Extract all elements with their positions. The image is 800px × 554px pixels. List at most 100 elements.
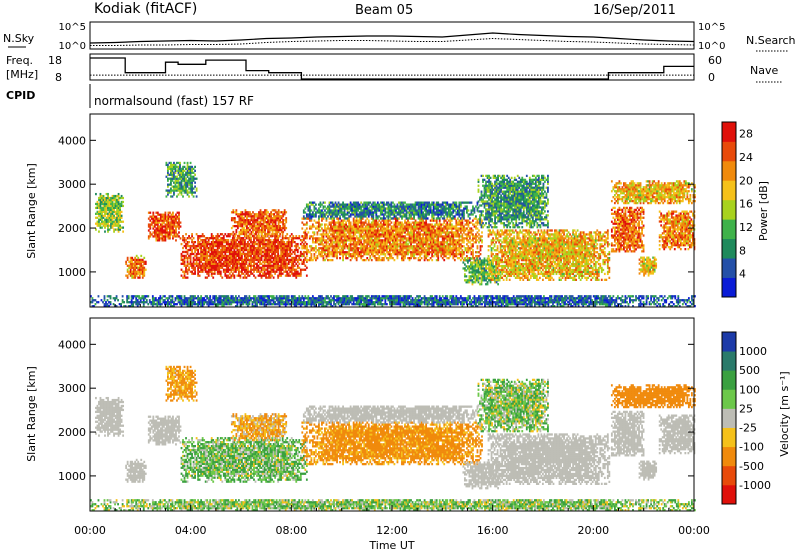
power-cell [111, 226, 114, 229]
power-cell [162, 231, 165, 234]
power-cell [361, 231, 364, 234]
power-cell [435, 221, 438, 224]
power-cell [271, 268, 274, 271]
power-cell [156, 237, 159, 240]
power-cell [173, 221, 176, 224]
power-cell [206, 237, 209, 240]
power-cell [185, 264, 187, 267]
power-cell [280, 260, 283, 263]
power-cell [277, 264, 280, 267]
power-cell [191, 191, 193, 194]
power-cell [176, 179, 178, 182]
power-cell [250, 264, 252, 267]
power-cell [135, 274, 138, 277]
power-cell [271, 233, 274, 236]
power-cell [186, 185, 189, 188]
power-cell [222, 268, 225, 271]
power-cell [167, 215, 170, 218]
power-cell [269, 274, 272, 277]
power-cell [299, 270, 302, 273]
power-cell [241, 224, 244, 228]
power-cell [268, 262, 270, 265]
power-cell [192, 272, 195, 275]
power-cell [113, 194, 115, 198]
power-cell [200, 266, 203, 269]
power-cell [247, 250, 249, 254]
power-cell [236, 226, 239, 230]
power-cell [465, 243, 468, 246]
power-cell [241, 266, 243, 269]
power-cell [171, 171, 174, 174]
power-cell [250, 248, 252, 252]
power-cell [216, 246, 219, 250]
power-cell [192, 264, 195, 267]
power-cell [110, 214, 112, 217]
power-cell [194, 181, 196, 184]
power-cell [275, 258, 278, 262]
power-cell [218, 272, 221, 275]
power-cell [479, 253, 482, 256]
power-cell [171, 195, 174, 198]
power-cell [177, 171, 180, 174]
power-cell [111, 214, 114, 217]
power-cell [188, 256, 190, 260]
power-cell [438, 221, 441, 224]
power-cell [250, 237, 252, 240]
power-cell [191, 233, 193, 236]
power-cell [212, 266, 215, 269]
power-cell [186, 173, 189, 176]
power-cell [269, 248, 272, 252]
power-cell [230, 260, 233, 263]
power-cell [272, 250, 275, 254]
power-cell [177, 165, 180, 169]
power-cell [212, 235, 215, 238]
power-cell [227, 270, 230, 273]
power-cell [185, 185, 187, 188]
power-cell [170, 191, 172, 194]
power-cell [425, 219, 428, 222]
power-cell [137, 258, 140, 262]
power-cell [216, 250, 219, 254]
power-cell [250, 258, 252, 262]
power-cell [167, 217, 170, 220]
power-cell [274, 256, 277, 260]
power-cell [140, 254, 143, 258]
power-cell [311, 203, 314, 206]
power-cell [222, 244, 225, 248]
power-cell [218, 256, 221, 260]
power-cell [244, 276, 246, 279]
power-cell [459, 231, 462, 234]
power-cell [234, 246, 237, 250]
power-cell [313, 225, 316, 228]
power-cell [169, 217, 171, 220]
power-cell [204, 252, 207, 256]
power-cell [185, 239, 187, 242]
power-cell [321, 253, 323, 256]
power-cell [263, 242, 266, 246]
power-cell [244, 234, 247, 238]
power-cell [141, 260, 144, 263]
power-cell [126, 268, 129, 271]
power-cell [470, 231, 473, 234]
power-cell [343, 211, 346, 214]
power-cell [176, 225, 179, 228]
power-cell [189, 169, 192, 172]
power-cell [186, 161, 189, 165]
power-cell [249, 234, 251, 238]
power-cell [172, 221, 174, 224]
power-cell [250, 272, 252, 275]
power-cell [108, 214, 111, 217]
power-cell [278, 244, 281, 248]
power-cell [262, 246, 264, 250]
power-cell [174, 177, 177, 180]
power-cell [138, 272, 141, 275]
power-cell [176, 161, 178, 165]
power-cell [325, 219, 328, 222]
power-cell [305, 245, 308, 248]
power-cell [281, 254, 284, 258]
power-cell [266, 268, 269, 271]
power-cell [295, 246, 298, 250]
power-cell [104, 210, 106, 213]
power-cell [230, 252, 233, 256]
power-cell [299, 274, 302, 277]
